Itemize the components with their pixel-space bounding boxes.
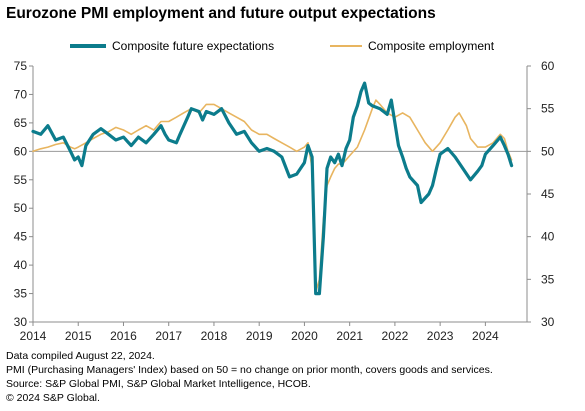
legend-swatch-expectations: [70, 44, 106, 48]
left-tick-label: 30: [14, 315, 28, 329]
x-tick-label: 2018: [201, 329, 228, 343]
footnote-source: Source: S&P Global PMI, S&P Global Marke…: [6, 378, 311, 390]
left-tick-label: 55: [14, 173, 28, 187]
right-tick-label: 40: [541, 230, 555, 244]
footnote-pmi-definition: PMI (Purchasing Managers' Index) based o…: [6, 364, 493, 376]
x-tick-label: 2019: [246, 329, 273, 343]
legend-swatch-employment: [330, 45, 362, 47]
x-tick-label: 2021: [336, 329, 363, 343]
left-tick-label: 70: [14, 87, 28, 101]
legend-item-employment: Composite employment: [330, 36, 494, 56]
footnote-data-compiled: Data compiled August 22, 2024.: [6, 350, 155, 362]
right-tick-label: 35: [541, 272, 555, 286]
x-tick-label: 2020: [291, 329, 318, 343]
right-tick-label: 60: [541, 59, 555, 73]
legend-label-employment: Composite employment: [368, 39, 495, 53]
series-line-employment: [32, 99, 513, 293]
right-tick-label: 55: [541, 102, 555, 116]
right-tick-label: 50: [541, 144, 555, 158]
x-tick-label: 2017: [155, 329, 182, 343]
x-tick-label: 2014: [20, 329, 47, 343]
right-tick-label: 45: [541, 187, 555, 201]
left-tick-label: 60: [14, 144, 28, 158]
footnote-copyright: © 2024 S&P Global.: [6, 392, 100, 404]
x-tick-label: 2024: [472, 329, 499, 343]
left-tick-label: 45: [14, 230, 28, 244]
x-tick-label: 2023: [427, 329, 454, 343]
chart-title: Eurozone PMI employment and future outpu…: [6, 5, 436, 22]
x-tick-label: 2015: [65, 329, 92, 343]
x-tick-label: 2022: [382, 329, 409, 343]
left-tick-label: 40: [14, 258, 28, 272]
legend-label-expectations: Composite future expectations: [112, 39, 275, 53]
left-tick-label: 50: [14, 201, 28, 215]
legend-item-expectations: Composite future expectations: [70, 36, 274, 56]
right-tick-label: 30: [541, 315, 555, 329]
series-line-expectations: [31, 81, 514, 296]
left-tick-label: 75: [14, 59, 28, 73]
left-tick-label: 65: [14, 116, 28, 130]
left-tick-label: 35: [14, 287, 28, 301]
x-tick-label: 2016: [110, 329, 137, 343]
legend: Composite future expectations Composite …: [0, 36, 585, 56]
